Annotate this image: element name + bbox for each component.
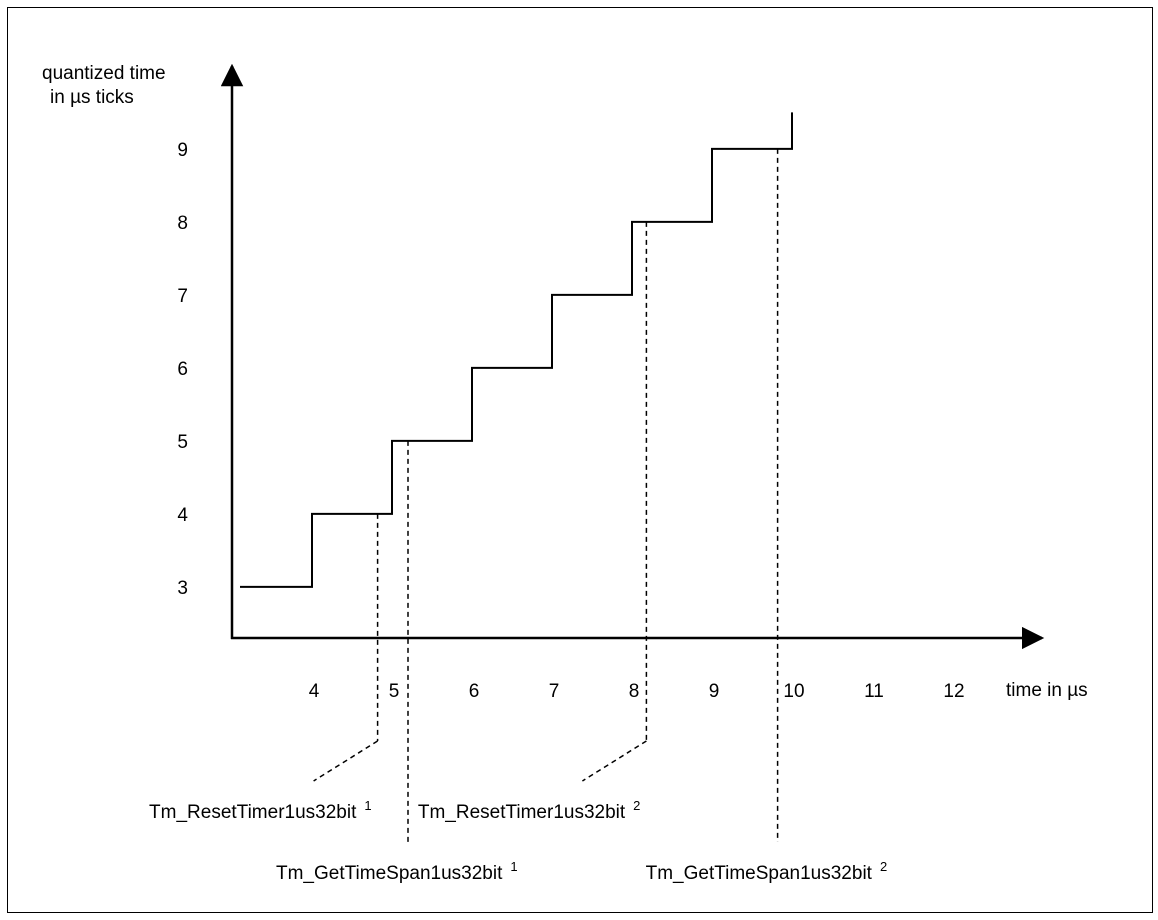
x-tick-label: 9 [709,681,720,702]
y-tick-label: 6 [177,359,188,380]
reset2-label-sup: 2 [633,798,640,813]
reset1-label: Tm_ResetTimer1us32bit 1 [149,798,372,823]
x-axis-label: time in µs [1006,680,1088,701]
y-tick-label: 8 [177,213,188,234]
y-tick-label: 4 [177,505,188,526]
y-tick-label: 3 [177,578,188,599]
y-axis-label-line2: in µs ticks [50,87,134,108]
reset2-label: Tm_ResetTimer1us32bit 2 [418,798,641,823]
span1-label-sup: 1 [510,859,517,874]
x-tick-label: 12 [943,681,964,702]
y-axis-label: quantized time [42,63,166,84]
reset1-label-sup: 1 [364,798,371,813]
span2-label: Tm_GetTimeSpan1us32bit 2 [646,859,888,884]
y-tick-label: 7 [177,286,188,307]
x-tick-label: 7 [549,681,560,702]
x-tick-label: 8 [629,681,640,702]
y-tick-label: 5 [177,432,188,453]
figure-frame [7,7,1153,913]
x-tick-label: 4 [309,681,320,702]
span1-label: Tm_GetTimeSpan1us32bit 1 [276,859,518,884]
span2-label-sup: 2 [880,859,887,874]
reset1-leader-line [313,740,378,782]
x-tick-label: 10 [783,681,804,702]
y-tick-label: 9 [177,140,188,161]
x-tick-label: 6 [469,681,480,702]
x-tick-label: 11 [864,681,884,702]
series-line [240,112,793,588]
reset2-leader-line [582,740,647,782]
x-tick-label: 5 [389,681,400,702]
